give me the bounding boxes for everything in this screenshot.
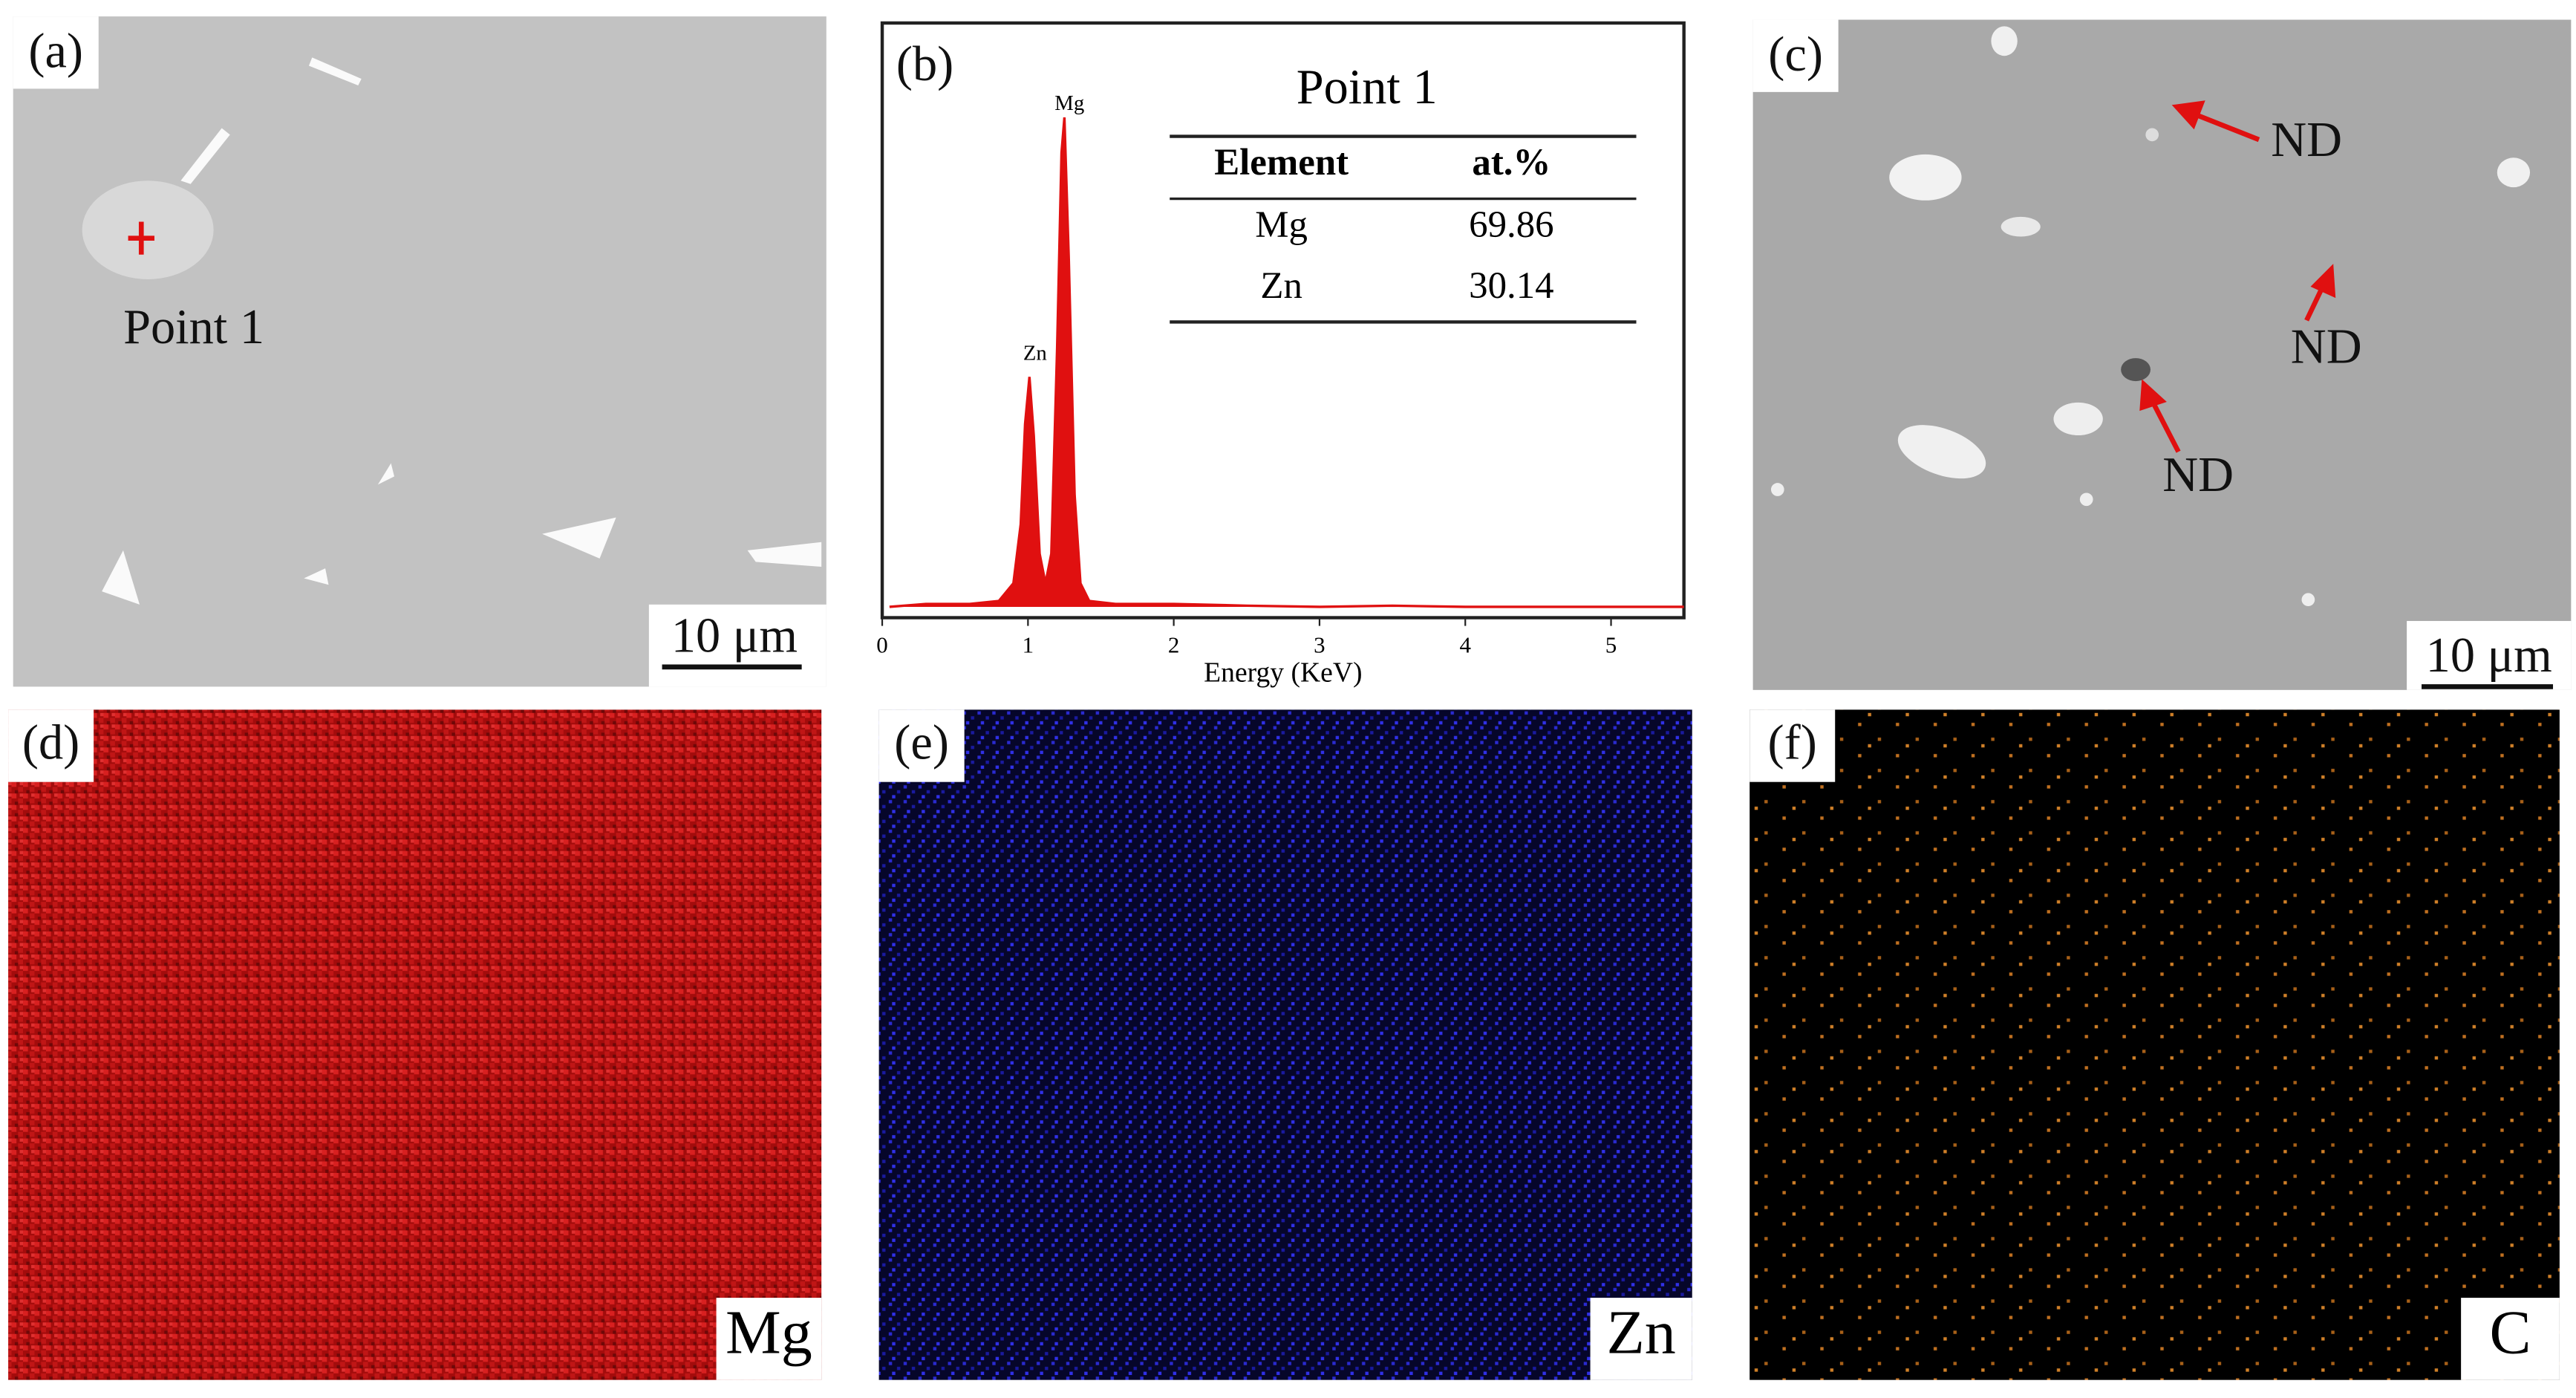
panel-label: (e) — [894, 715, 949, 770]
table-title: Point 1 — [1297, 60, 1438, 114]
nd-label: ND — [2162, 448, 2234, 502]
panel-b: (b) Mg Zn Point 1 Element at.% Mg 69.86 … — [876, 21, 1686, 689]
element-map — [1750, 709, 2560, 1380]
element-label: C — [2489, 1298, 2531, 1368]
sem-image — [1752, 19, 2572, 690]
spectrum — [889, 117, 1684, 608]
scale-bar-label: 10 μm — [671, 609, 798, 663]
x-tick-label: 2 — [1168, 631, 1179, 657]
panel-a: (a) Point 1 10 μm — [13, 16, 826, 687]
scale-bar-label: 10 μm — [2426, 628, 2552, 683]
point-label: Point 1 — [123, 300, 264, 354]
plot-frame — [880, 21, 1686, 620]
panel-label: (a) — [28, 24, 83, 78]
table-cell: 30.14 — [1469, 265, 1553, 307]
peak-label: Zn — [1023, 341, 1047, 365]
panel-label: (c) — [1768, 27, 1823, 82]
element-label: Mg — [725, 1298, 812, 1368]
table-header: at.% — [1472, 142, 1551, 183]
x-tick-label: 3 — [1314, 631, 1325, 657]
x-tick-label: 4 — [1459, 631, 1470, 657]
element-map — [8, 709, 822, 1380]
table-header: Element — [1214, 142, 1349, 183]
panel-e: (e) Zn — [878, 709, 1692, 1380]
panel-label: (f) — [1768, 715, 1817, 770]
nd-label: ND — [2271, 113, 2342, 167]
panel-f: (f) C — [1750, 709, 2560, 1380]
nd-label: ND — [2291, 320, 2362, 374]
x-tick-label: 5 — [1605, 631, 1617, 657]
panel-label: (d) — [22, 715, 79, 770]
table-cell: 69.86 — [1469, 204, 1553, 246]
x-tick-label: 1 — [1023, 631, 1034, 657]
element-label: Zn — [1606, 1298, 1675, 1368]
element-map — [878, 709, 1692, 1380]
panel-label: (b) — [896, 37, 953, 91]
x-tick-label: 0 — [876, 631, 887, 657]
peak-label: Mg — [1054, 91, 1084, 115]
x-axis-title: Energy (KeV) — [1204, 657, 1362, 689]
sem-image — [13, 16, 826, 687]
table-cell: Mg — [1255, 204, 1308, 246]
table-cell: Zn — [1260, 265, 1302, 307]
panel-c: ND ND ND (c) 10 μm — [1752, 19, 2572, 690]
panel-d: (d) Mg — [8, 709, 822, 1380]
